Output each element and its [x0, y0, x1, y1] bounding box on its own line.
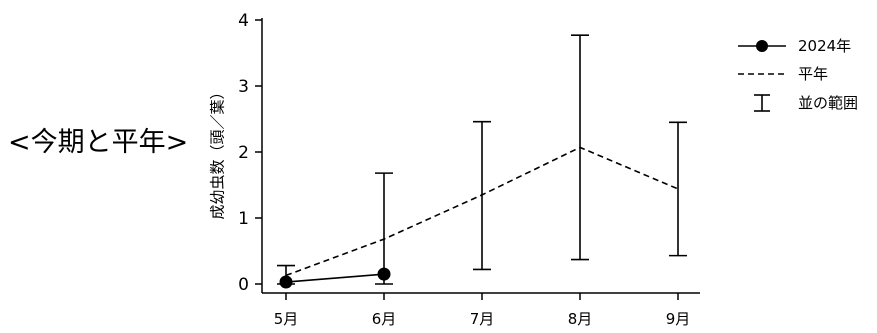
y-ticks: 0 1 2 3 4 — [238, 11, 262, 295]
current-year-points — [279, 267, 391, 289]
current-year-line — [285, 273, 385, 283]
y-tick-label: 1 — [238, 209, 249, 229]
x-tick-label: 6月 — [372, 310, 397, 328]
current-year-point — [279, 275, 293, 289]
y-tick-label: 2 — [238, 143, 249, 163]
current-year-point — [377, 267, 391, 281]
legend-label-range: 並の範囲 — [798, 94, 858, 112]
legend-item-normal: 平年 — [738, 65, 828, 83]
legend-item-current: 2024年 — [738, 37, 851, 55]
x-tick-label: 7月 — [470, 310, 495, 328]
range-errorbars — [277, 34, 687, 285]
x-ticks: 5月 6月 7月 8月 9月 — [274, 293, 691, 328]
y-tick-label: 4 — [238, 11, 249, 31]
x-tick-label: 9月 — [666, 310, 691, 328]
x-tick-label: 8月 — [568, 310, 593, 328]
normal-year-line — [285, 146, 679, 277]
legend-label-current: 2024年 — [798, 37, 851, 55]
y-tick-label: 0 — [238, 275, 249, 295]
legend-label-normal: 平年 — [798, 65, 828, 83]
y-tick-label: 3 — [238, 77, 249, 97]
legend-item-range: 並の範囲 — [754, 94, 858, 112]
chart-heading: <今期と平年> — [8, 127, 189, 158]
x-tick-label: 5月 — [274, 310, 299, 328]
legend: 2024年 平年 並の範囲 — [738, 37, 858, 112]
